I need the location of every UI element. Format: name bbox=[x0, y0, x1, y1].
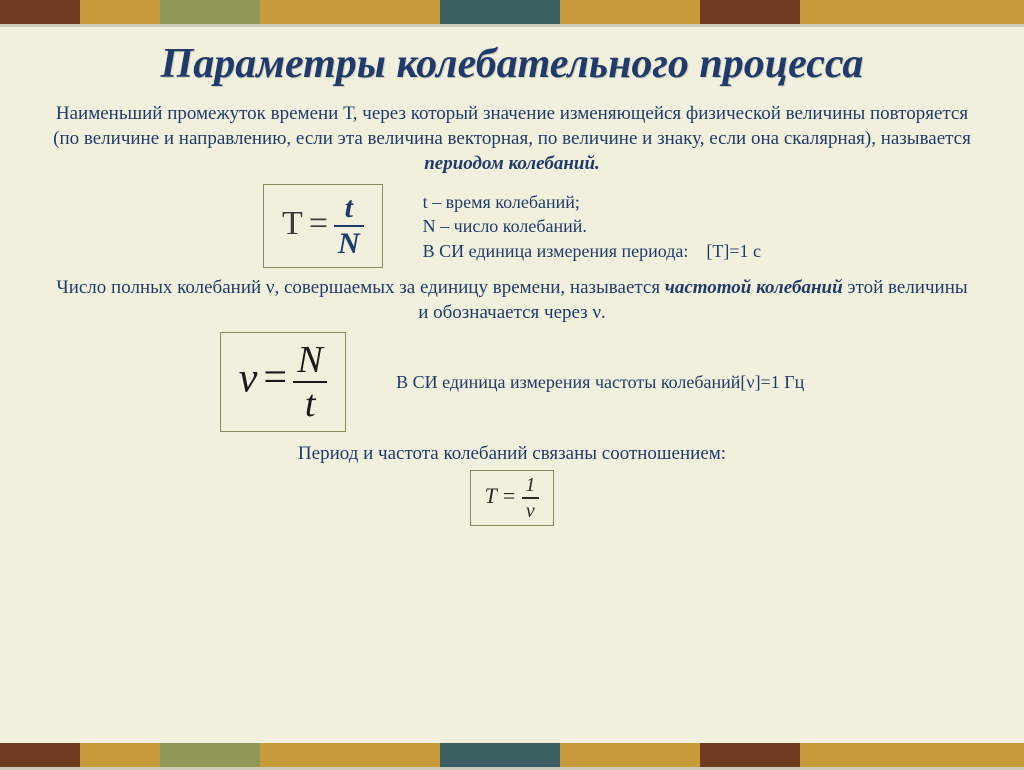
stripe-segment bbox=[800, 0, 1024, 24]
period-legend: t – время колебаний; N – число колебаний… bbox=[423, 190, 761, 263]
top-stripe-bar bbox=[0, 0, 1024, 24]
stripe-segment bbox=[80, 743, 160, 767]
relation-denominator: ν bbox=[522, 497, 539, 521]
stripe-segment bbox=[80, 0, 160, 24]
frequency-si-text: В СИ единица измерения частоты колебаний… bbox=[396, 370, 804, 394]
relation-formula-box: T=1ν bbox=[470, 470, 555, 526]
relation-lhs: T bbox=[485, 483, 497, 508]
period-definition: Наименьший промежуток времени Т, через к… bbox=[50, 102, 974, 176]
relation-fraction: 1ν bbox=[521, 475, 539, 521]
stripe-segment bbox=[260, 0, 440, 24]
slide-content: Параметры колебательного процесса Наимен… bbox=[0, 30, 1024, 737]
period-definition-text: Наименьший промежуток времени Т, через к… bbox=[53, 103, 971, 149]
frequency-formula-row: ν=Nt В СИ единица измерения частоты коле… bbox=[40, 332, 984, 432]
stripe-segment bbox=[160, 0, 260, 24]
frequency-numerator: N bbox=[293, 341, 326, 381]
period-term: периодом колебаний. bbox=[424, 153, 600, 174]
stripe-segment bbox=[440, 743, 560, 767]
relation-text: Период и частота колебаний связаны соотн… bbox=[50, 442, 974, 467]
frequency-formula-box: ν=Nt bbox=[220, 332, 346, 432]
stripe-segment bbox=[700, 0, 800, 24]
legend-t: t – время колебаний; bbox=[423, 190, 761, 214]
slide-title: Параметры колебательного процесса bbox=[40, 40, 984, 88]
frequency-definition-text-1: Число полных колебаний ν, совершаемых за… bbox=[56, 277, 664, 298]
period-denominator: N bbox=[334, 225, 364, 259]
frequency-fraction: Nt bbox=[293, 341, 327, 423]
equals-sign: = bbox=[503, 483, 515, 508]
period-fraction: tN bbox=[334, 193, 364, 259]
relation-numerator: 1 bbox=[521, 475, 539, 497]
bottom-stripe-bar bbox=[0, 743, 1024, 767]
frequency-definition: Число полных колебаний ν, совершаемых за… bbox=[50, 276, 974, 325]
frequency-lhs: ν bbox=[239, 355, 258, 401]
period-numerator: t bbox=[341, 193, 357, 225]
period-formula-box: T=tN bbox=[263, 184, 383, 268]
stripe-segment bbox=[160, 743, 260, 767]
stripe-segment bbox=[0, 0, 80, 24]
stripe-segment bbox=[800, 743, 1024, 767]
stripe-segment bbox=[0, 743, 80, 767]
stripe-segment bbox=[560, 0, 700, 24]
stripe-segment bbox=[560, 743, 700, 767]
stripe-segment bbox=[700, 743, 800, 767]
frequency-denominator: t bbox=[293, 381, 327, 423]
period-lhs: T bbox=[282, 205, 303, 242]
equals-sign: = bbox=[309, 205, 328, 242]
equals-sign: = bbox=[263, 355, 287, 401]
relation-formula-wrapper: T=1ν bbox=[40, 470, 984, 526]
stripe-segment bbox=[260, 743, 440, 767]
legend-n: N – число колебаний. bbox=[423, 214, 761, 238]
stripe-segment bbox=[440, 0, 560, 24]
legend-si-period: В СИ единица измерения периода: [T]=1 с bbox=[423, 239, 761, 263]
frequency-term: частотой колебаний bbox=[665, 277, 843, 298]
period-formula-row: T=tN t – время колебаний; N – число коле… bbox=[40, 184, 984, 268]
